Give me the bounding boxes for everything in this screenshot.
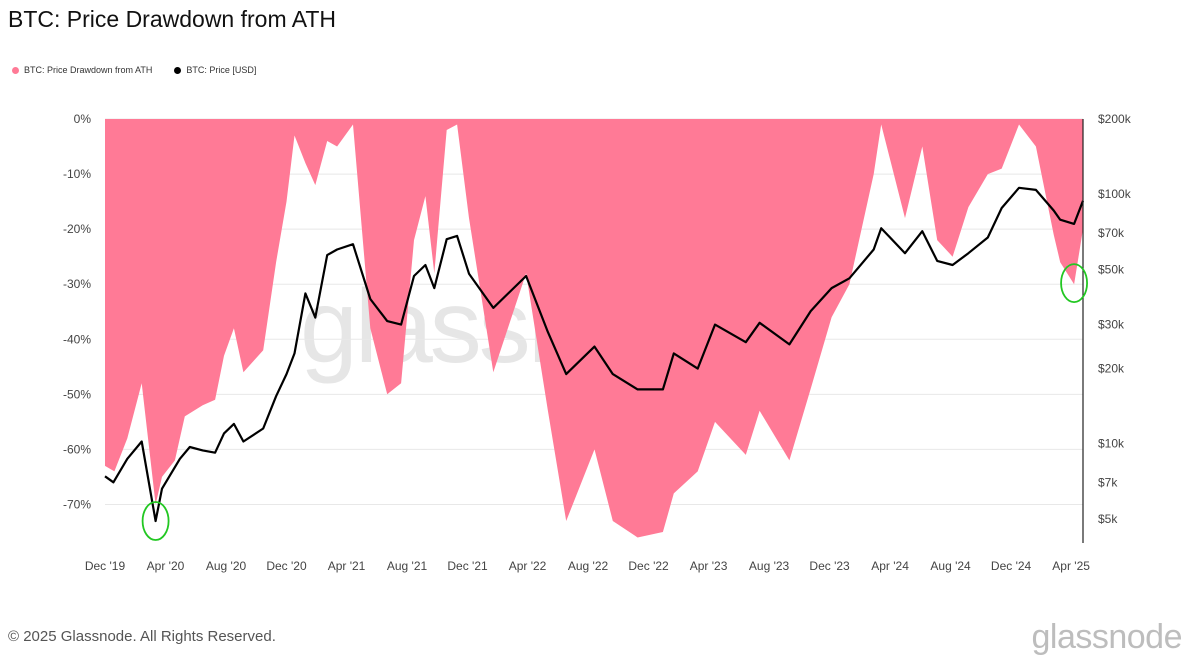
y-right-tick-label: $70k <box>1098 226 1125 240</box>
y-right-tick-label: $20k <box>1098 362 1125 376</box>
y-left-ticks: 0% -10% -20% -30% -40% -50% -60% -70% <box>63 112 91 511</box>
x-tick-label: Apr '21 <box>328 559 366 573</box>
annotations <box>141 263 1088 541</box>
y-right-tick-label: $100k <box>1098 187 1132 201</box>
x-tick-label: Dec '20 <box>266 559 307 573</box>
x-tick-label: Apr '22 <box>509 559 547 573</box>
legend-label-drawdown: BTC: Price Drawdown from ATH <box>24 65 153 75</box>
highlight-circle <box>1060 263 1088 304</box>
x-tick-label: Aug '20 <box>206 559 247 573</box>
y-left-tick-label: -40% <box>63 332 91 346</box>
legend-item-drawdown[interactable]: BTC: Price Drawdown from ATH <box>12 65 152 75</box>
x-tick-label: Dec '21 <box>447 559 488 573</box>
drawdown-area <box>105 119 1083 538</box>
drawdown-area-layer <box>105 119 1083 538</box>
x-tick-label: Dec '22 <box>628 559 669 573</box>
y-right-tick-label: $30k <box>1098 318 1125 332</box>
x-tick-label: Aug '24 <box>930 559 971 573</box>
x-tick-label: Dec '23 <box>809 559 850 573</box>
price-line <box>104 186 1085 523</box>
legend-swatch-drawdown <box>12 66 19 74</box>
brand-logo: glassnode <box>1031 618 1182 656</box>
y-left-tick-label: -20% <box>63 222 91 236</box>
y-right-tick-label: $7k <box>1098 475 1118 489</box>
y-left-tick-label: -50% <box>63 387 91 401</box>
y-left-tick-label: 0% <box>74 112 92 126</box>
legend: BTC: Price Drawdown from ATH BTC: Price … <box>12 65 256 75</box>
legend-swatch-price <box>174 66 182 74</box>
y-left-tick-label: -30% <box>63 277 91 291</box>
y-left-tick-label: -10% <box>63 167 91 181</box>
x-tick-label: Aug '22 <box>568 559 609 573</box>
x-tick-label: Apr '20 <box>147 559 185 573</box>
x-ticks: Dec '19 Apr '20 Aug '20 Dec '20 Apr '21 Aug '… <box>85 559 1090 573</box>
highlight-circle <box>141 501 170 541</box>
legend-label-price: BTC: Price [USD] <box>186 65 257 75</box>
x-tick-label: Apr '23 <box>690 559 728 573</box>
y-right-tick-label: $200k <box>1098 112 1132 126</box>
x-tick-label: Dec '24 <box>991 559 1032 573</box>
y-right-tick-label: $5k <box>1098 512 1118 526</box>
x-tick-label: Apr '25 <box>1052 559 1090 573</box>
chart-title: BTC: Price Drawdown from ATH <box>8 6 337 32</box>
copyright-footer: © 2025 Glassnode. All Rights Reserved. <box>8 628 276 645</box>
y-right-ticks: $200k $100k $70k $50k $30k $20k $10k $7k $5k <box>1098 112 1132 526</box>
y-right-tick-label: $10k <box>1098 437 1125 451</box>
x-tick-label: Apr '24 <box>871 559 909 573</box>
x-tick-label: Dec '19 <box>85 559 126 573</box>
y-left-tick-label: -70% <box>63 497 91 511</box>
y-right-tick-label: $50k <box>1098 262 1125 276</box>
y-left-tick-label: -60% <box>63 442 91 456</box>
x-tick-label: Aug '21 <box>387 559 428 573</box>
x-tick-label: Aug '23 <box>749 559 790 573</box>
legend-item-price[interactable]: BTC: Price [USD] <box>174 65 256 75</box>
price-line-layer <box>104 186 1085 523</box>
